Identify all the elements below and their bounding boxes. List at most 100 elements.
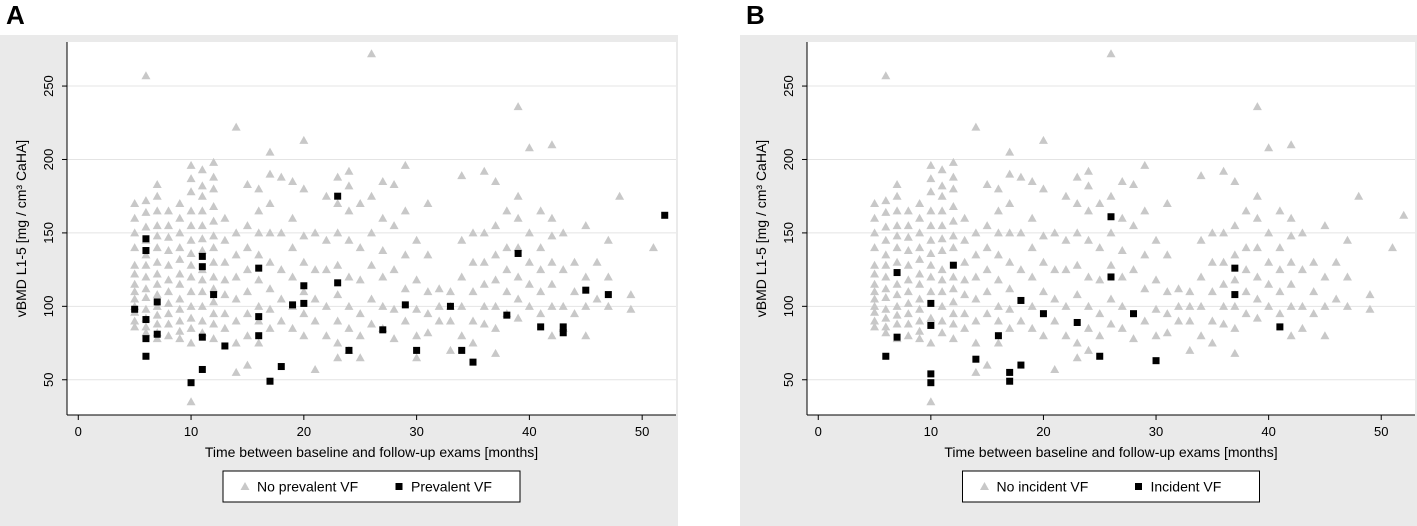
data-point-triangle: [186, 187, 196, 196]
data-point-triangle: [164, 287, 173, 296]
data-point-triangle: [164, 298, 173, 307]
data-point-triangle: [1106, 319, 1116, 328]
data-point-square: [1231, 291, 1239, 299]
data-point-triangle: [1016, 265, 1026, 274]
data-point-triangle: [926, 221, 936, 230]
data-point-triangle: [209, 157, 219, 166]
data-point-triangle: [1241, 287, 1251, 296]
data-point-triangle: [1083, 323, 1093, 332]
data-point-triangle: [1320, 301, 1330, 310]
data-point-triangle: [175, 213, 185, 222]
data-point-triangle: [513, 294, 523, 303]
data-point-triangle: [423, 199, 433, 208]
y-tick-label: 200: [781, 149, 796, 171]
data-point-triangle: [915, 316, 925, 325]
data-point-triangle: [276, 172, 286, 181]
data-point-triangle: [603, 235, 613, 244]
data-point-triangle: [547, 140, 557, 149]
data-point-triangle: [141, 250, 151, 259]
data-point-triangle: [524, 279, 534, 288]
data-point-triangle: [1196, 171, 1206, 180]
data-point-square: [1107, 213, 1115, 221]
data-point-triangle: [152, 310, 162, 319]
data-point-triangle: [881, 313, 891, 322]
data-point-square: [345, 346, 353, 354]
data-point-triangle: [982, 243, 992, 252]
data-point-triangle: [175, 316, 185, 325]
data-point-triangle: [993, 184, 1003, 193]
data-point-square: [198, 333, 206, 341]
data-point-triangle: [993, 250, 1003, 259]
data-point-triangle: [367, 319, 376, 328]
data-point-triangle: [164, 319, 173, 328]
data-point-triangle: [265, 284, 275, 293]
data-point-triangle: [1061, 265, 1071, 274]
data-point-triangle: [141, 284, 151, 293]
data-point-triangle: [231, 228, 241, 237]
data-point-square: [514, 249, 522, 257]
data-point-triangle: [547, 301, 557, 310]
data-point-triangle: [423, 287, 433, 296]
y-tick-label: 150: [41, 222, 56, 244]
data-point-triangle: [130, 228, 140, 237]
data-point-triangle: [1320, 221, 1330, 230]
data-point-triangle: [1342, 235, 1352, 244]
data-point-triangle: [141, 71, 151, 80]
data-point-triangle: [209, 297, 219, 306]
data-point-triangle: [881, 328, 891, 337]
data-point-triangle: [1005, 199, 1015, 208]
data-point-triangle: [299, 257, 309, 266]
legend-label: Incident VF: [1151, 479, 1222, 495]
data-point-triangle: [1061, 331, 1071, 340]
data-point-triangle: [186, 287, 196, 296]
data-point-triangle: [175, 304, 185, 313]
data-point-triangle: [870, 287, 880, 296]
data-point-triangle: [960, 235, 970, 244]
data-point-triangle: [1185, 345, 1195, 354]
data-point-triangle: [1252, 243, 1262, 252]
data-point-triangle: [231, 272, 241, 281]
data-point-triangle: [355, 353, 365, 362]
data-point-triangle: [1196, 272, 1206, 281]
x-tick-label: 50: [635, 424, 649, 439]
data-point-triangle: [615, 191, 625, 200]
data-point-triangle: [1072, 260, 1082, 269]
data-point-square: [1006, 368, 1014, 376]
data-point-triangle: [321, 235, 331, 244]
data-point-triangle: [1185, 287, 1195, 296]
data-point-triangle: [231, 250, 241, 259]
data-point-triangle: [152, 221, 162, 230]
data-point-square: [198, 252, 206, 260]
data-point-triangle: [1027, 301, 1037, 310]
data-point-triangle: [1309, 287, 1319, 296]
data-point-triangle: [1005, 257, 1015, 266]
data-point-triangle: [870, 294, 880, 303]
data-point-square: [334, 279, 342, 287]
data-point-triangle: [175, 279, 185, 288]
data-point-triangle: [175, 269, 185, 278]
data-point-triangle: [915, 294, 925, 303]
data-point-triangle: [1264, 143, 1274, 152]
data-point-triangle: [915, 243, 925, 252]
data-point-triangle: [254, 250, 264, 259]
data-point-triangle: [948, 319, 958, 328]
data-point-triangle: [1083, 181, 1093, 190]
data-point-triangle: [265, 323, 275, 332]
data-point-triangle: [547, 331, 557, 340]
data-point-triangle: [197, 301, 207, 310]
data-point-triangle: [1005, 304, 1015, 313]
data-point-triangle: [344, 235, 354, 244]
data-point-triangle: [1016, 172, 1026, 181]
data-point-triangle: [1275, 287, 1285, 296]
data-point-triangle: [186, 235, 196, 244]
data-point-triangle: [1185, 316, 1195, 325]
data-point-square: [1107, 273, 1115, 281]
data-point-triangle: [926, 174, 936, 183]
data-point-triangle: [892, 319, 902, 328]
data-point-triangle: [1196, 301, 1206, 310]
data-point-triangle: [197, 234, 207, 243]
data-point-triangle: [592, 294, 602, 303]
chart-panel-a: 50 100 150 200 250 0 10 20 30 40 50 Time between ba…: [0, 35, 678, 526]
data-point-triangle: [468, 228, 478, 237]
data-point-triangle: [892, 231, 902, 240]
